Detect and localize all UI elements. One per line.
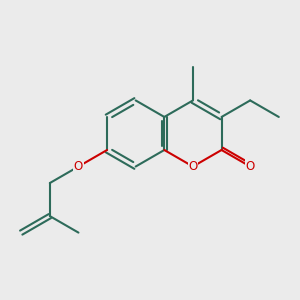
- Text: O: O: [188, 160, 198, 173]
- Text: O: O: [74, 160, 83, 173]
- Text: O: O: [245, 160, 255, 173]
